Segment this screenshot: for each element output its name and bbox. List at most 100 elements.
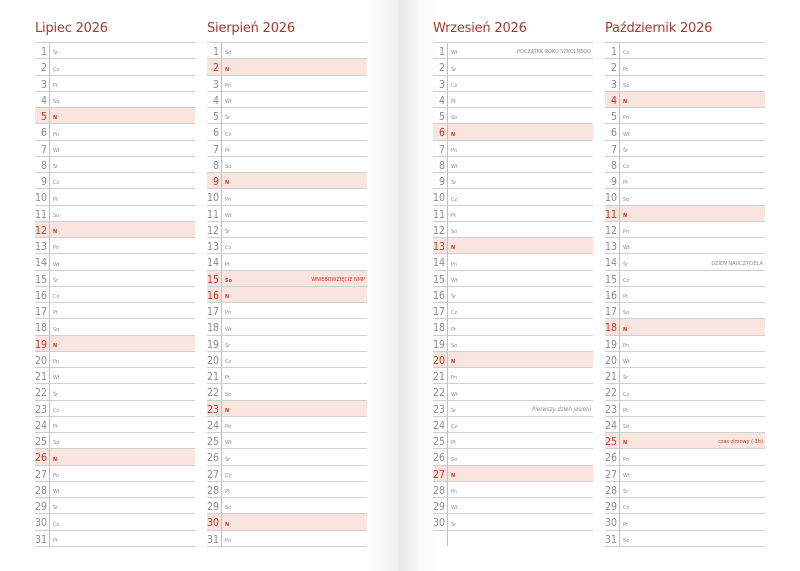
day-row: 13 Cz <box>207 238 367 255</box>
day-row: 25 Wt <box>207 433 367 450</box>
day-row: 24 Pn <box>207 416 367 433</box>
weekday-label: Pn <box>225 82 232 89</box>
day-row: 10 Cz <box>433 189 593 206</box>
day-row: 28 Śr <box>605 481 765 498</box>
month-title: Październik 2026 <box>605 18 765 43</box>
day-number: 25 <box>207 433 222 449</box>
weekday-label: N <box>225 521 230 528</box>
weekday-label: Pn <box>53 245 60 252</box>
day-number: 22 <box>433 384 448 400</box>
day-number: 8 <box>207 156 222 172</box>
day-row: 19 N <box>35 335 195 352</box>
weekday-label: Wt <box>225 326 232 333</box>
weekday-label: N <box>225 180 230 187</box>
weekday-label: Cz <box>225 245 232 252</box>
day-number: 22 <box>35 384 50 400</box>
weekday-label: Cz <box>623 391 630 398</box>
day-row: 11 Wt <box>207 205 367 222</box>
weekday-label: So <box>225 277 232 284</box>
day-row: 20 Cz <box>207 351 367 368</box>
day-row: 8 Wt <box>433 156 593 173</box>
day-row: 2 Cz <box>35 59 195 76</box>
day-row: 6 Pn <box>35 124 195 141</box>
day-number: 6 <box>207 124 222 140</box>
day-number: 7 <box>433 140 448 156</box>
day-number: 26 <box>605 449 620 465</box>
day-row: 11 Pt <box>433 205 593 222</box>
day-row: 3 Pn <box>207 75 367 92</box>
day-number: 15 <box>207 270 222 286</box>
day-number: 28 <box>207 481 222 497</box>
weekday-label: Pt <box>451 440 456 447</box>
day-row: 7 Śr <box>605 140 765 157</box>
day-row: 29 So <box>207 498 367 515</box>
day-note: DZIEŃ NAUCZYCIELA <box>711 260 763 267</box>
weekday-label: So <box>623 310 630 317</box>
weekday-label: Pt <box>623 180 628 187</box>
weekday-label: Śr <box>623 261 629 268</box>
day-row: 27 Pn <box>35 465 195 482</box>
day-row: 9 Cz <box>35 173 195 190</box>
day-row: 7 Pt <box>207 140 367 157</box>
weekday-label: Pn <box>451 147 458 154</box>
day-row: 9 Pt <box>605 173 765 190</box>
weekday-label: N <box>451 472 456 479</box>
day-row: 23 Pt <box>605 400 765 417</box>
day-row: 23 Cz <box>35 400 195 417</box>
day-row: 12 So <box>433 221 593 238</box>
day-note: czas zimowy (-1h) <box>718 439 763 446</box>
weekday-label: N <box>451 245 456 252</box>
day-number: 9 <box>433 173 448 189</box>
weekday-label: Śr <box>53 505 59 512</box>
day-number: 4 <box>605 91 620 107</box>
weekday-label: Pn <box>623 229 630 235</box>
weekday-label: Cz <box>623 505 630 512</box>
day-number: 20 <box>433 351 448 367</box>
weekday-label: Pt <box>623 521 628 528</box>
weekday-label: Śr <box>225 342 231 349</box>
weekday-label: N <box>225 407 230 414</box>
day-row: 5 So <box>433 108 593 125</box>
day-number: 21 <box>605 368 620 384</box>
day-row: 15 Śr <box>35 270 195 287</box>
day-number: 4 <box>433 91 448 107</box>
weekday-label: Śr <box>53 391 59 398</box>
day-number: 1 <box>35 43 50 59</box>
day-number: 8 <box>433 156 448 172</box>
day-number: 1 <box>207 43 222 59</box>
day-row: 30 Cz <box>35 514 195 531</box>
weekday-label: Wt <box>623 359 630 365</box>
day-row: 3 So <box>605 75 765 92</box>
day-row: 3 Cz <box>433 75 593 92</box>
day-number: 5 <box>35 108 50 124</box>
month-title: Sierpień 2026 <box>207 18 367 43</box>
weekday-label: Wt <box>451 277 458 284</box>
day-number: 18 <box>605 319 620 335</box>
day-row: 27 N <box>433 465 593 482</box>
weekday-label: Pn <box>225 537 232 544</box>
day-number: 9 <box>207 173 222 189</box>
day-number: 18 <box>35 319 50 335</box>
weekday-label: N <box>53 229 58 235</box>
day-number: 5 <box>433 108 448 124</box>
day-row: 30 Pt <box>605 514 765 531</box>
weekday-label: Śr <box>451 521 457 528</box>
day-number: 4 <box>35 91 50 107</box>
day-row: 10 Pn <box>207 189 367 206</box>
day-row: 16 N <box>207 286 367 303</box>
day-number: 30 <box>605 514 620 530</box>
day-number: 14 <box>605 254 620 270</box>
weekday-label: Cz <box>225 131 232 138</box>
day-number: 2 <box>605 59 620 75</box>
day-row: 2 Pt <box>605 59 765 76</box>
day-number: 12 <box>605 221 620 237</box>
weekday-label: N <box>53 342 58 349</box>
weekday-label: So <box>225 505 232 512</box>
day-number: 23 <box>35 400 50 416</box>
day-row: 15 Cz <box>605 270 765 287</box>
day-number: 20 <box>605 351 620 367</box>
weekday-label: Pt <box>53 196 58 203</box>
day-number: 25 <box>35 433 50 449</box>
weekday-label: Pt <box>53 537 58 544</box>
